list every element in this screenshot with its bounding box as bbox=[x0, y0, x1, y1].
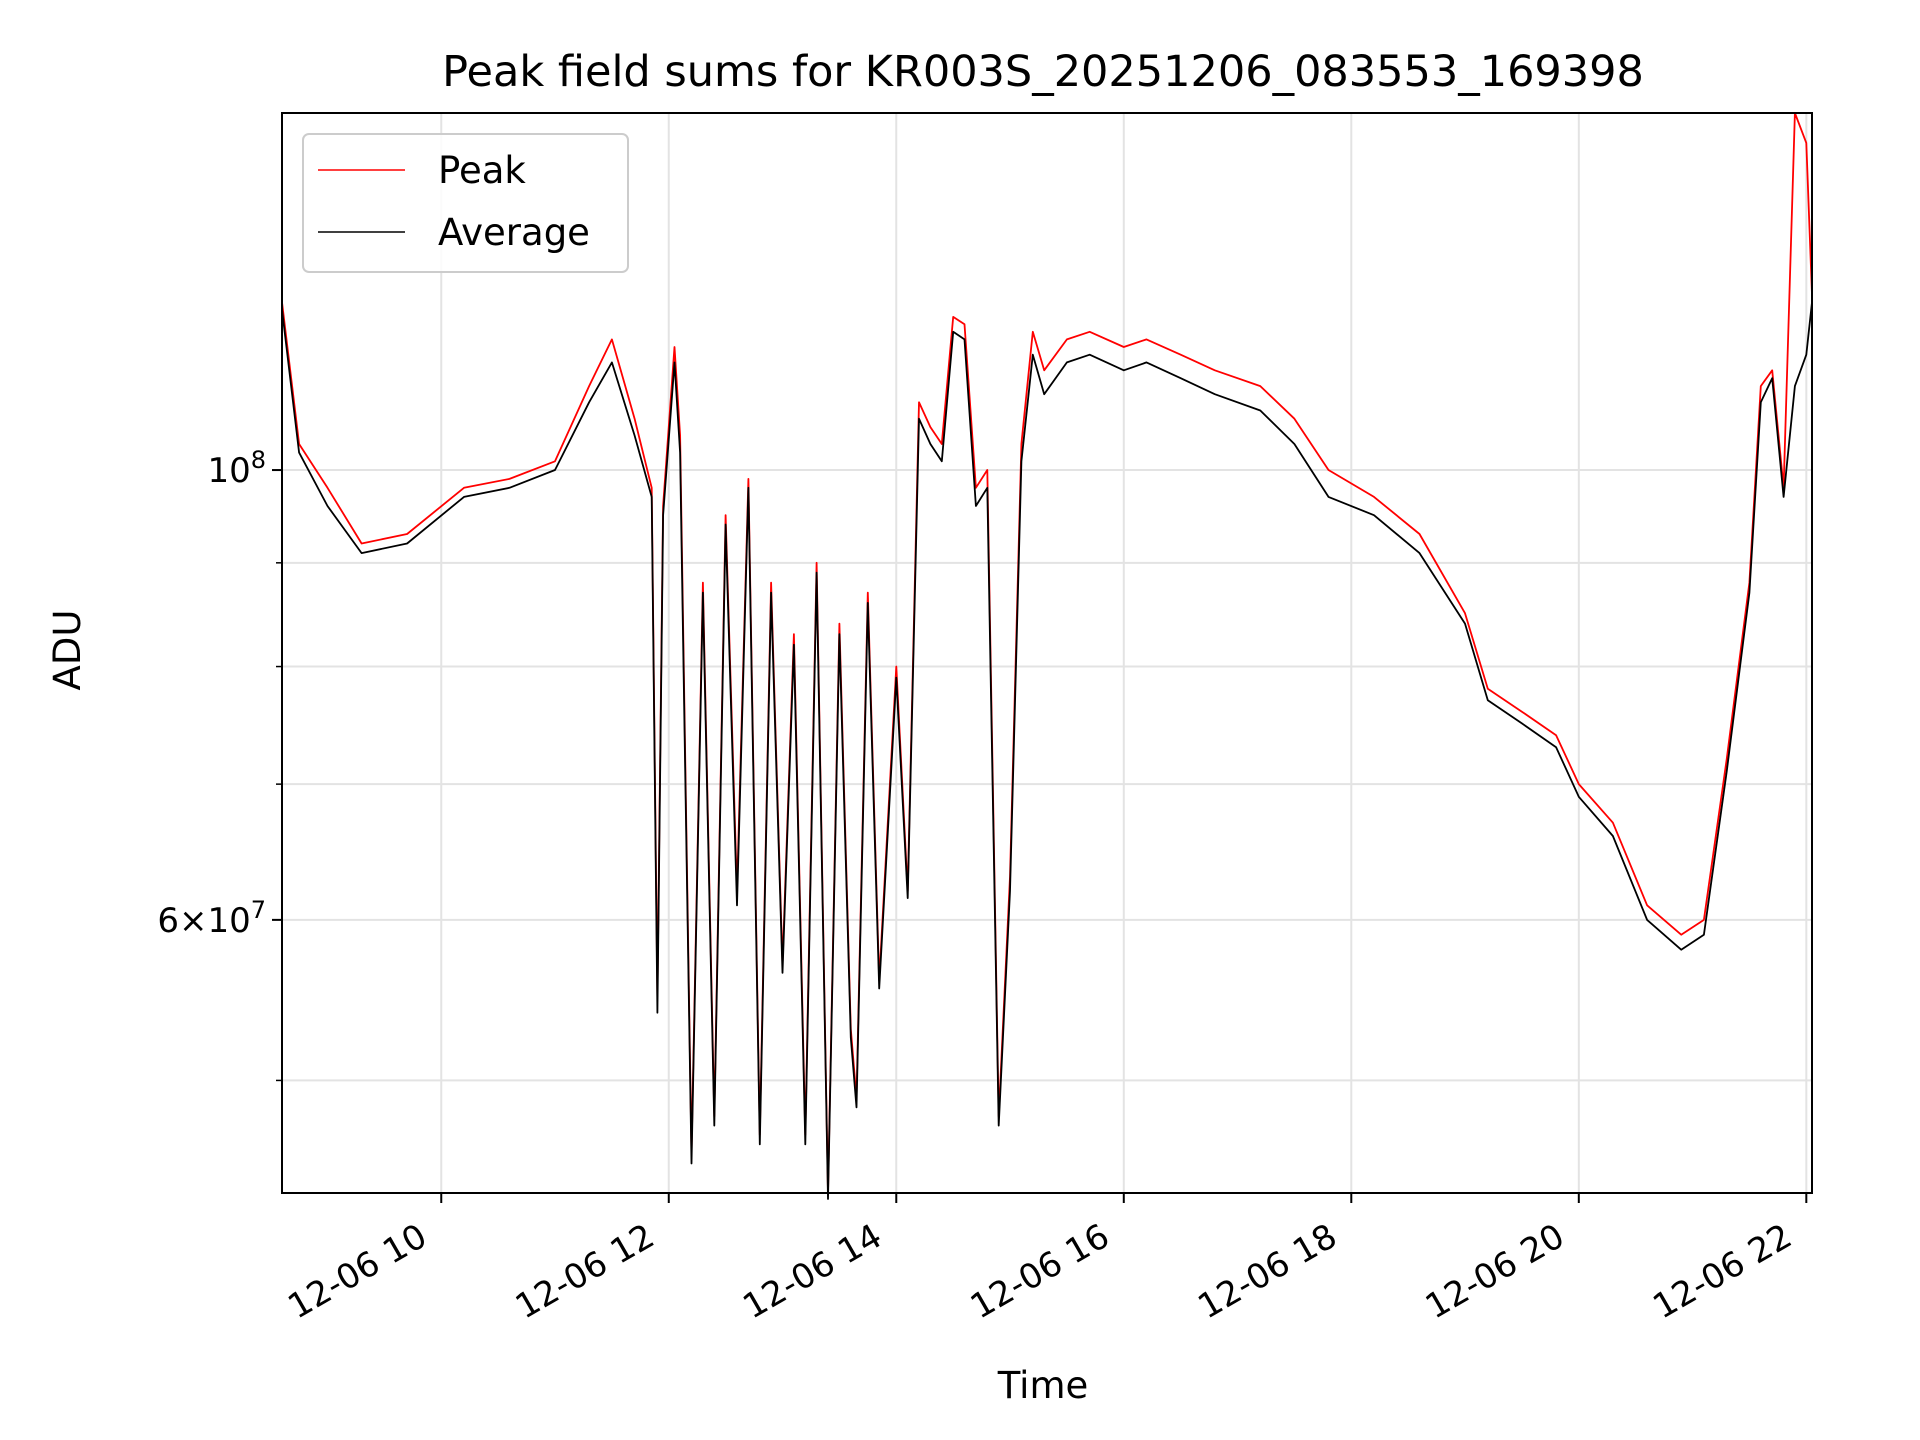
y-tick-label: 6×107 bbox=[157, 896, 266, 941]
series-line-average bbox=[281, 302, 1813, 1200]
legend-label-average: Average bbox=[438, 211, 590, 254]
chart-title: Peak field sums for KR003S_20251206_0835… bbox=[442, 47, 1644, 97]
y-axis-label: ADU bbox=[46, 610, 89, 691]
legend-label-peak: Peak bbox=[438, 149, 526, 192]
data-layer bbox=[281, 112, 1813, 1200]
y-tick-label: 108 bbox=[207, 446, 266, 491]
grid-layer bbox=[282, 113, 1812, 1193]
x-axis-label: Time bbox=[997, 1364, 1089, 1407]
legend-box bbox=[302, 133, 629, 273]
plot-frame bbox=[281, 112, 1813, 1194]
legend: Peak Average bbox=[302, 133, 629, 273]
